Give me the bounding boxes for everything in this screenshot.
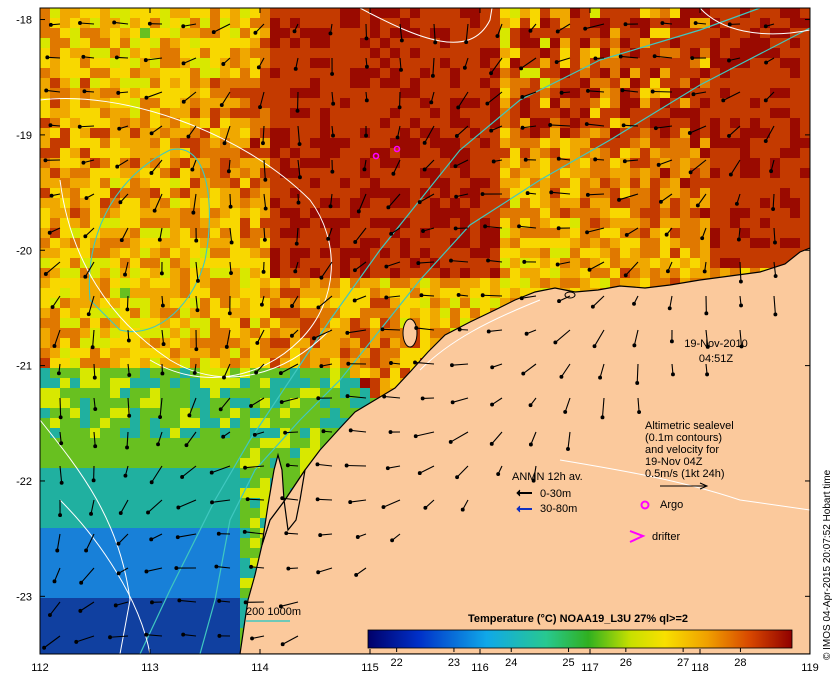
colorbar-tick-label: 23	[448, 657, 460, 669]
date-label: 19-Nov-2010	[684, 338, 748, 350]
colorbar-gradient	[367, 629, 793, 649]
x-tick-label: 119	[801, 662, 819, 674]
x-tick-label: 118	[691, 662, 709, 674]
y-tick-label: -21	[16, 361, 32, 373]
barrow-island	[402, 318, 418, 348]
isobath-1000m	[139, 8, 761, 654]
y-tick-label: -18	[16, 15, 32, 27]
plot-frame	[39, 7, 811, 655]
argo-float	[393, 145, 401, 153]
colorbar-tick-label: 27	[677, 657, 689, 669]
x-tick-label: 113	[141, 662, 159, 674]
exmouth-peninsula	[261, 452, 306, 546]
x-tick-label: 112	[31, 662, 49, 674]
colorbar-tick-label: 25	[562, 657, 574, 669]
altimetry-legend: Altimetric sealevel (0.1m contours) and …	[645, 420, 734, 490]
colorbar-tick-label: 28	[734, 657, 746, 669]
dampier-island	[564, 291, 576, 299]
y-tick-label: -20	[16, 245, 32, 257]
argo-legend-marker	[640, 500, 650, 510]
y-tick-label: -23	[16, 591, 32, 603]
isobath-eddy	[88, 148, 210, 333]
colorbar-tick-label: 22	[391, 657, 403, 669]
anmn-legend: ANMN 12h av. 0-30m 30-80m	[512, 471, 583, 515]
time-label: 04:51Z	[699, 353, 734, 365]
y-axis: -18 -19 -20 -21 -22 -23	[16, 15, 810, 603]
colorbar-tick-label: 26	[620, 657, 632, 669]
x-tick-label: 116	[471, 662, 489, 674]
argo-float	[372, 152, 380, 160]
credit-text: © IMOS 04-Apr-2015 20:07:52 Hobart time	[822, 469, 833, 660]
colorbar-tick-label: 24	[505, 657, 517, 669]
x-axis: 112 113 114 115 116 117 118 119	[31, 8, 819, 674]
marker-legend: Argo drifter	[629, 499, 683, 543]
x-tick-label: 117	[581, 662, 599, 674]
velocity-arrows	[42, 20, 778, 650]
depth-legend: 200 1000m	[246, 606, 301, 622]
y-tick-label: -22	[16, 476, 32, 488]
colorbar: Temperature (°C) NOAA19_L3U 27% ql>=2 22…	[364, 613, 793, 669]
y-tick-label: -19	[16, 130, 32, 142]
x-tick-label: 115	[361, 662, 379, 674]
sealevel-contours	[40, 8, 810, 654]
isobath-200m	[199, 27, 810, 654]
x-tick-label: 114	[251, 662, 269, 674]
drifter-legend-marker	[629, 530, 646, 543]
